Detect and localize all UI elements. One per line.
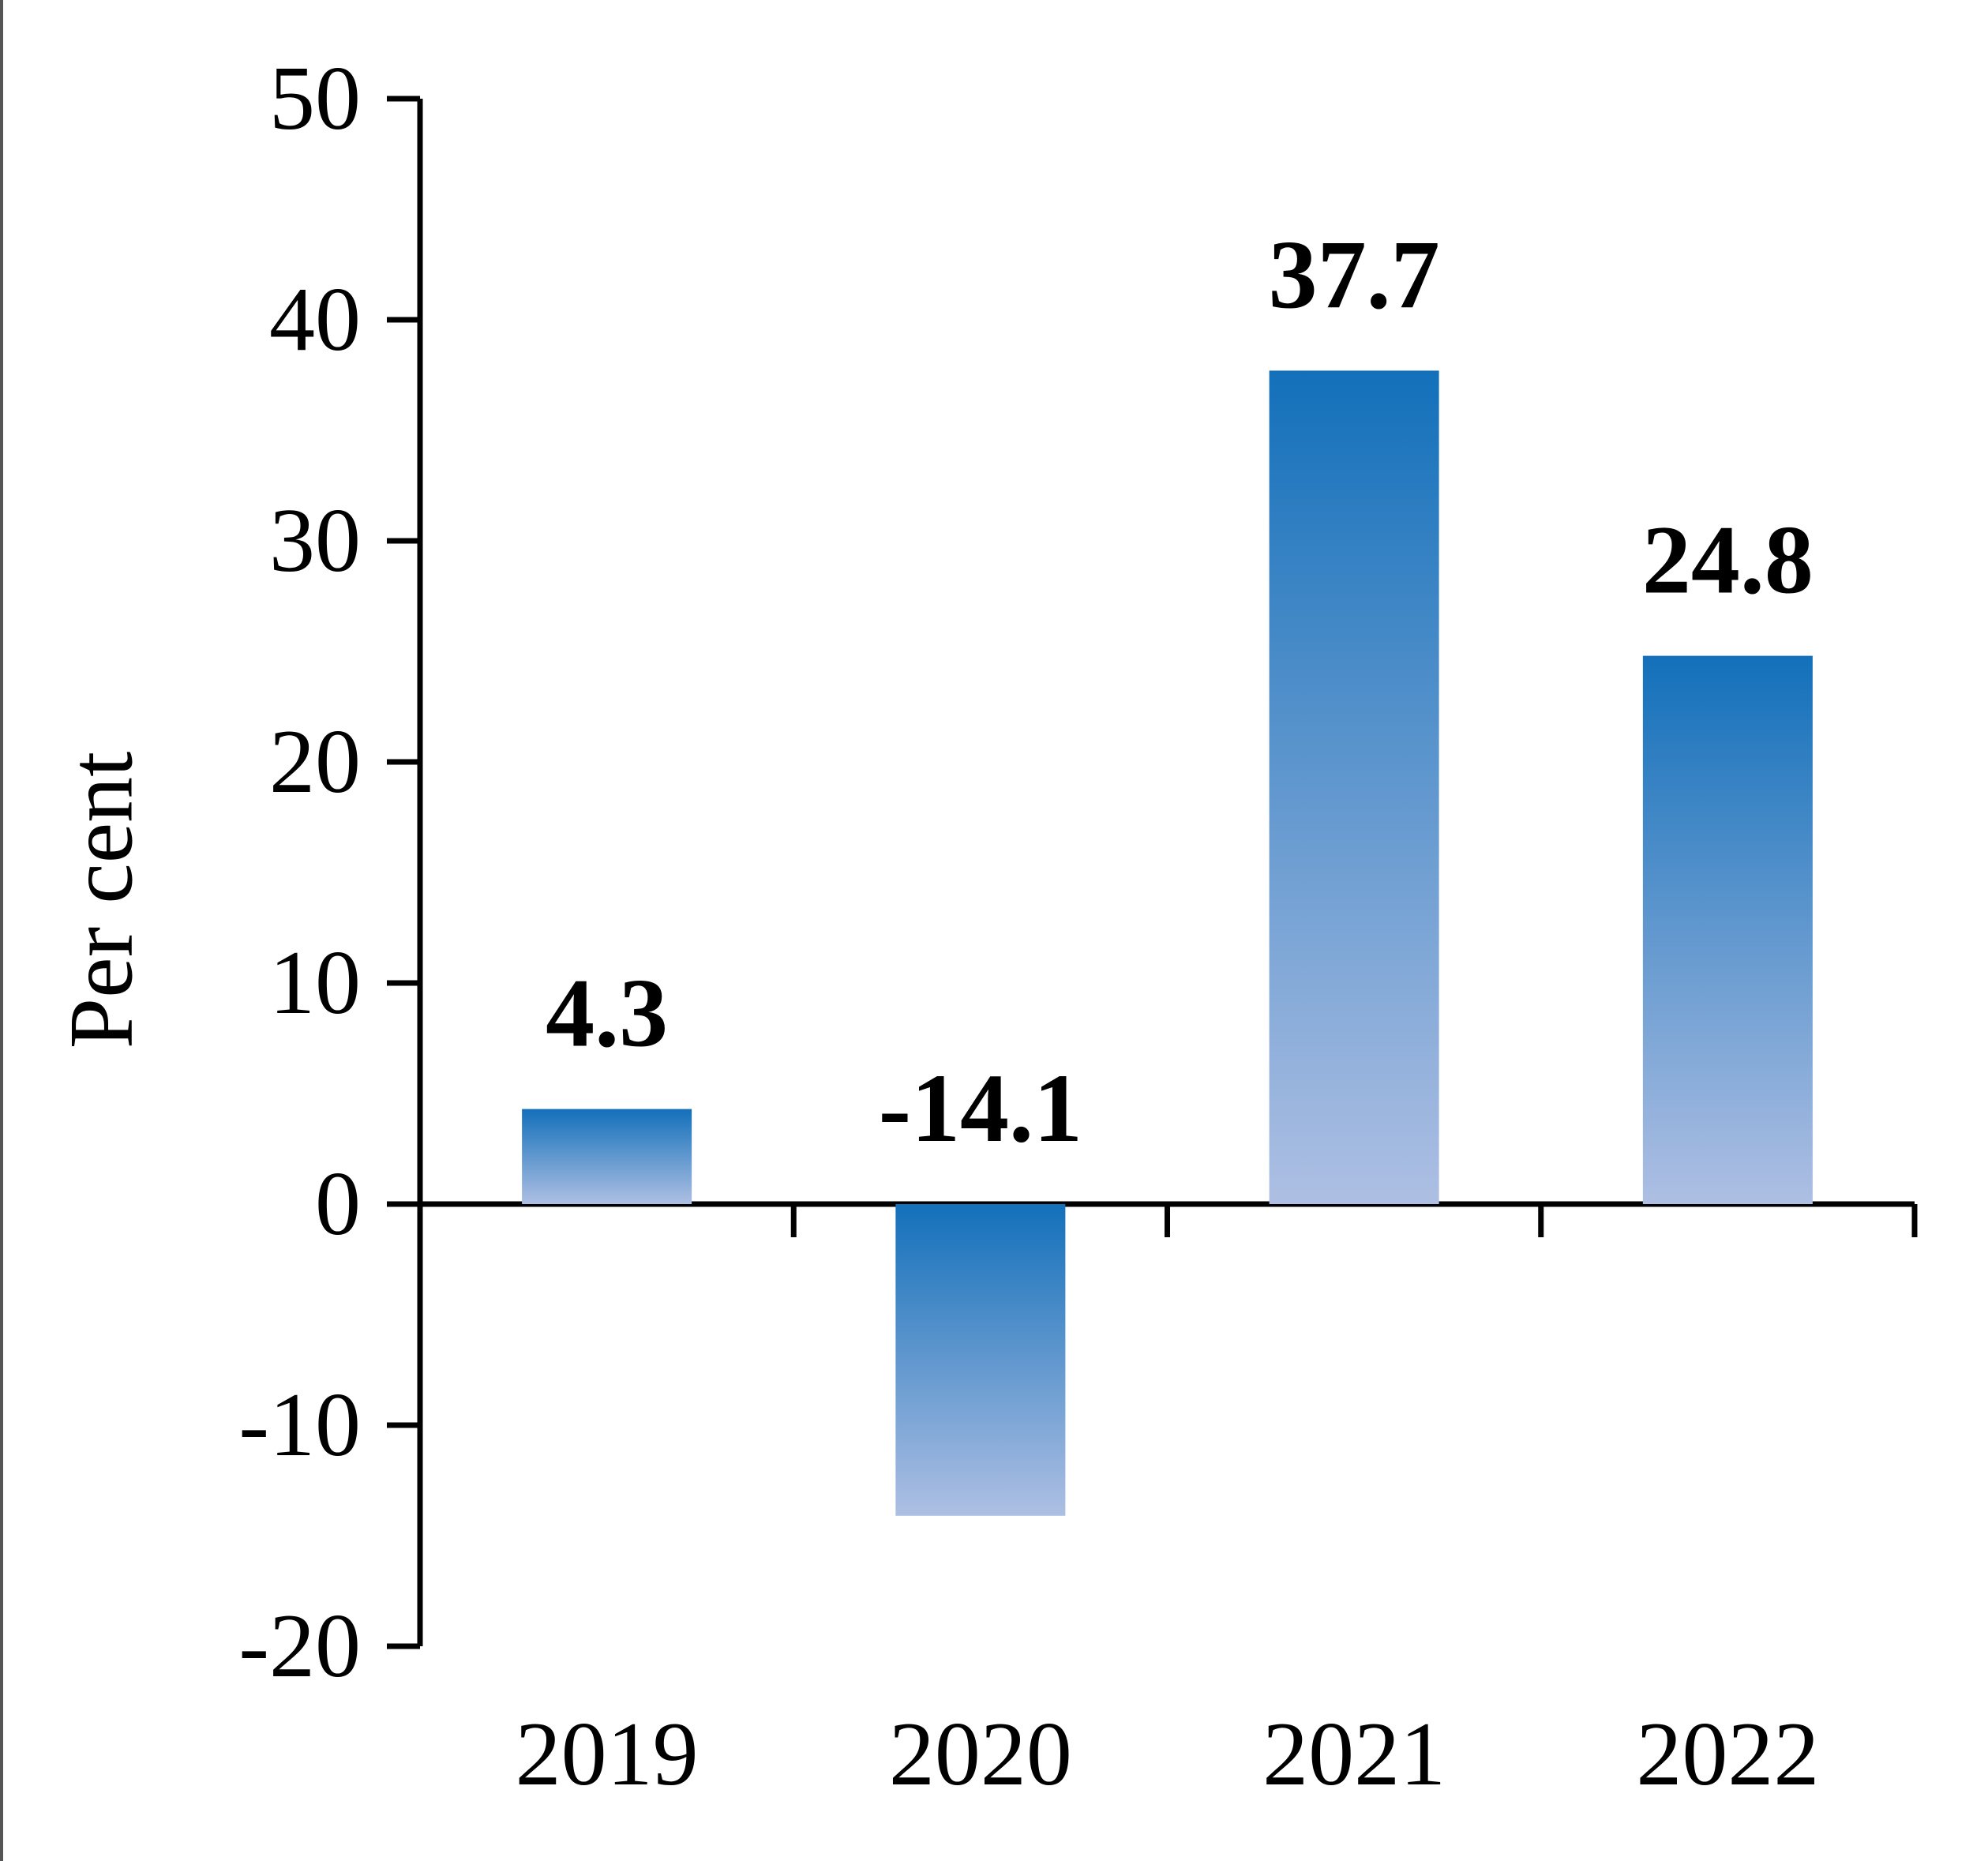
bar-2022 (1642, 655, 1813, 1204)
y-tick-label: 50 (269, 48, 361, 149)
y-tick-label: -20 (238, 1596, 361, 1697)
bar-2020 (895, 1204, 1066, 1516)
y-tick-label: 0 (315, 1154, 361, 1255)
bar-2021 (1269, 370, 1439, 1204)
data-label: 4.3 (546, 959, 668, 1067)
x-category-label: 2020 (889, 1704, 1072, 1805)
y-tick-label: 20 (269, 711, 361, 812)
left-frame-border (0, 0, 3, 1861)
y-tick-label: 30 (269, 490, 361, 591)
y-tick-label: -10 (238, 1375, 361, 1476)
y-axis-title: Per cent (51, 752, 152, 1049)
x-category-label: 2022 (1636, 1704, 1819, 1805)
y-tick-label: 40 (269, 269, 361, 370)
data-label: 24.8 (1642, 506, 1814, 614)
data-label: -14.1 (879, 1054, 1082, 1162)
data-label: 37.7 (1269, 220, 1440, 328)
bar-2019 (522, 1109, 692, 1204)
x-category-label: 2019 (516, 1704, 699, 1805)
bars (522, 370, 1813, 1516)
x-category-label: 2021 (1262, 1704, 1446, 1805)
y-ticks: 50 40 30 20 10 0 -10 -20 (238, 48, 420, 1697)
y-tick-label: 10 (269, 932, 361, 1034)
labels: 2019 2020 2021 2022 4.3 -14.1 37.7 24.8 (516, 220, 1820, 1805)
